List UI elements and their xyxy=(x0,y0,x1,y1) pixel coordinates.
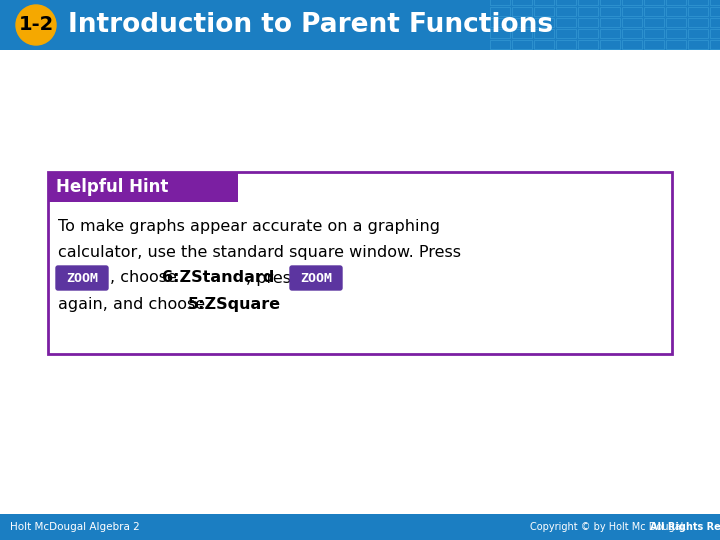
Bar xyxy=(0,514,720,540)
Text: .: . xyxy=(260,296,265,312)
Bar xyxy=(512,40,532,49)
Bar xyxy=(512,7,532,16)
Bar xyxy=(0,0,720,50)
Bar xyxy=(556,40,576,49)
Bar xyxy=(688,0,708,5)
Text: ZOOM: ZOOM xyxy=(300,272,332,285)
Bar xyxy=(710,0,720,5)
Bar xyxy=(688,18,708,27)
Bar xyxy=(622,29,642,38)
Bar xyxy=(644,29,664,38)
Bar xyxy=(490,7,510,16)
Bar xyxy=(622,40,642,49)
Bar xyxy=(534,40,554,49)
Bar xyxy=(688,40,708,49)
FancyBboxPatch shape xyxy=(56,266,108,290)
Bar xyxy=(666,7,686,16)
Text: To make graphs appear accurate on a graphing: To make graphs appear accurate on a grap… xyxy=(58,219,440,233)
Bar xyxy=(666,18,686,27)
Bar xyxy=(710,40,720,49)
Bar xyxy=(666,0,686,5)
Bar xyxy=(622,0,642,5)
Text: 5:ZSquare: 5:ZSquare xyxy=(188,296,281,312)
Bar xyxy=(578,29,598,38)
Bar xyxy=(556,18,576,27)
Text: , press: , press xyxy=(246,271,305,286)
FancyBboxPatch shape xyxy=(290,266,342,290)
Bar xyxy=(490,29,510,38)
Bar xyxy=(534,18,554,27)
Text: All Rights Reserved.: All Rights Reserved. xyxy=(650,522,720,532)
Text: Copyright © by Holt Mc Dougal.: Copyright © by Holt Mc Dougal. xyxy=(530,522,690,532)
Bar xyxy=(534,7,554,16)
Bar xyxy=(644,7,664,16)
Bar xyxy=(490,0,510,5)
Bar xyxy=(490,40,510,49)
Bar xyxy=(622,7,642,16)
Bar xyxy=(600,18,620,27)
Text: 6:ZStandard: 6:ZStandard xyxy=(162,271,274,286)
Bar xyxy=(578,0,598,5)
Bar xyxy=(556,7,576,16)
Bar xyxy=(556,29,576,38)
Bar xyxy=(622,18,642,27)
Bar xyxy=(534,29,554,38)
Bar xyxy=(666,29,686,38)
Bar xyxy=(512,0,532,5)
Bar xyxy=(710,7,720,16)
Bar xyxy=(688,7,708,16)
Bar xyxy=(600,40,620,49)
Text: Introduction to Parent Functions: Introduction to Parent Functions xyxy=(68,12,553,38)
Bar xyxy=(644,40,664,49)
Text: calculator, use the standard square window. Press: calculator, use the standard square wind… xyxy=(58,245,461,260)
Bar xyxy=(534,0,554,5)
Bar xyxy=(512,18,532,27)
Bar xyxy=(512,29,532,38)
Bar xyxy=(556,0,576,5)
Circle shape xyxy=(16,5,56,45)
Bar xyxy=(48,172,672,354)
Text: 1-2: 1-2 xyxy=(19,16,53,35)
Bar xyxy=(490,18,510,27)
Bar xyxy=(578,40,598,49)
Text: again, and choose: again, and choose xyxy=(58,296,210,312)
Bar xyxy=(644,0,664,5)
Bar xyxy=(600,7,620,16)
Bar xyxy=(578,18,598,27)
Bar xyxy=(644,18,664,27)
Text: Holt McDougal Algebra 2: Holt McDougal Algebra 2 xyxy=(10,522,140,532)
Bar xyxy=(578,7,598,16)
Text: , choose: , choose xyxy=(110,271,182,286)
Text: Helpful Hint: Helpful Hint xyxy=(56,178,168,196)
Text: ZOOM: ZOOM xyxy=(66,272,98,285)
Bar xyxy=(48,172,238,202)
Bar xyxy=(600,0,620,5)
Bar xyxy=(688,29,708,38)
Bar xyxy=(666,40,686,49)
Bar xyxy=(710,18,720,27)
Bar xyxy=(710,29,720,38)
Bar xyxy=(600,29,620,38)
